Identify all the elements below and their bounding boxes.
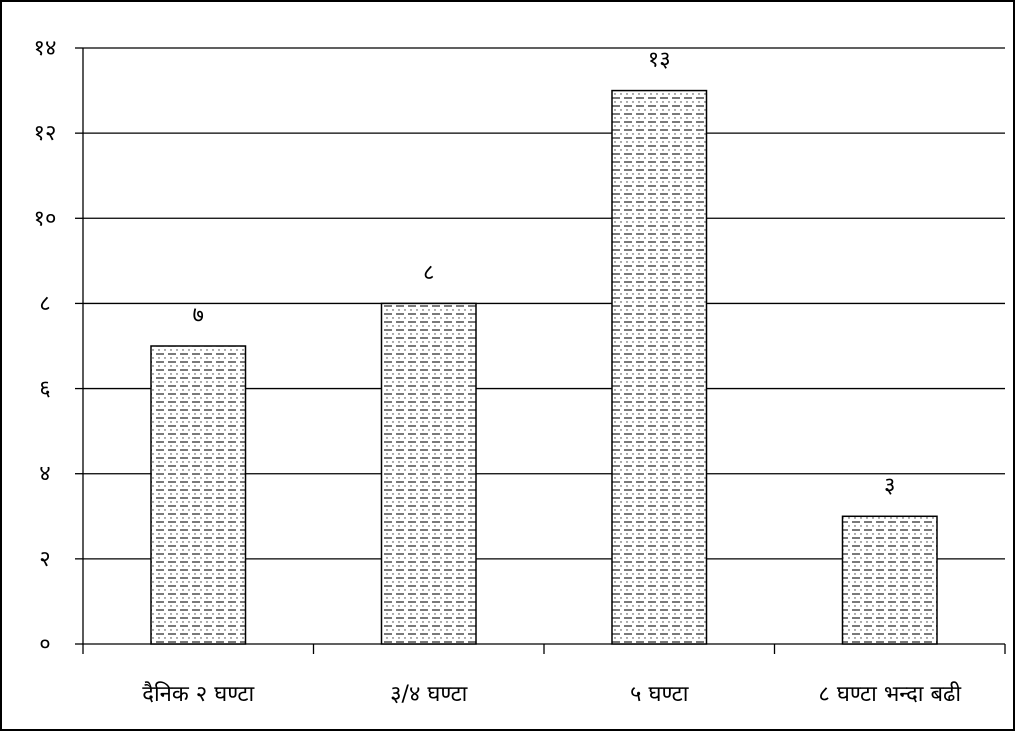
value-labels: ७ ८ १३ ३ xyxy=(193,48,896,499)
x-tick-label: ८ घण्टा भन्दा बढी xyxy=(818,681,961,707)
y-tick-label: २ xyxy=(39,547,50,572)
data-label: ८ xyxy=(423,260,434,285)
y-tick-labels: ० २ ४ ६ ८ १० १२ १४ xyxy=(34,36,57,657)
y-tick-label: ८ xyxy=(39,291,50,316)
bars xyxy=(150,89,938,645)
x-tick-label: ५ घण्टा xyxy=(630,682,689,707)
bar xyxy=(841,515,938,645)
y-tick-label: १४ xyxy=(34,36,57,61)
y-tick-label: १२ xyxy=(34,121,57,146)
y-tick-label: ६ xyxy=(39,377,50,402)
data-label: ३ xyxy=(884,473,895,498)
x-tick-label: ३/४ घण्टा xyxy=(390,682,468,707)
y-tick-label: १० xyxy=(34,206,57,231)
bar xyxy=(150,345,247,645)
data-label: ७ xyxy=(193,303,204,328)
y-tick-label: ४ xyxy=(39,462,50,487)
y-tick-label: ० xyxy=(39,632,50,657)
x-tick-label: दैनिक २ घण्टा xyxy=(142,681,254,707)
bar xyxy=(611,89,708,645)
category-labels: दैनिक २ घण्टा ३/४ घण्टा ५ घण्टा ८ घण्टा भन्… xyxy=(142,681,961,707)
data-label: १३ xyxy=(648,48,671,73)
bar xyxy=(380,302,477,645)
